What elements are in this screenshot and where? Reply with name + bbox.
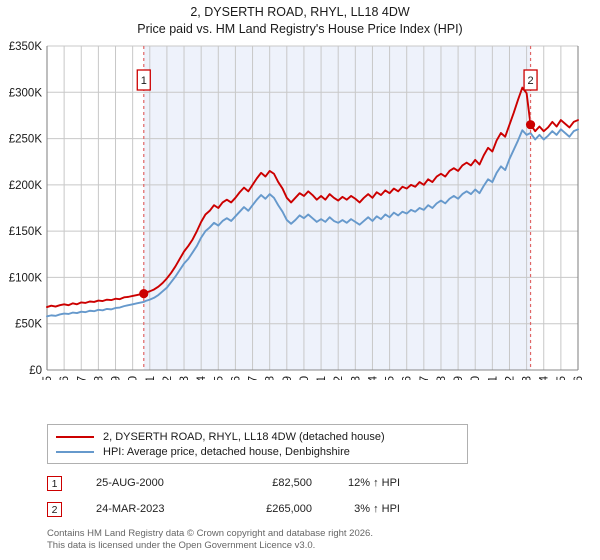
transaction-marker-2: 2 xyxy=(47,501,62,517)
y-axis-tick-label: £0 xyxy=(29,365,42,377)
x-axis-tick-label: 2009 xyxy=(282,376,294,380)
price-line-chart: £0 £50K £100K £150K £200K £250K £300K £350K 1995… xyxy=(9,41,585,380)
x-axis-tick-label: 1999 xyxy=(111,376,123,380)
x-axis-tick-label: 2016 xyxy=(402,376,414,380)
x-axis-tick-label: 2002 xyxy=(162,376,174,380)
transaction-hpi-delta: 3% ↑ HPI xyxy=(354,503,400,515)
table-row: 2 24-MAR-2023 £265,000 3% ↑ HPI xyxy=(47,496,467,522)
x-axis-tick-label: 1997 xyxy=(76,376,88,380)
sale-point-marker xyxy=(525,120,536,130)
marker-label-text: 1 xyxy=(141,75,147,87)
sale-point-marker xyxy=(139,289,149,299)
legend-swatch-hpi xyxy=(56,450,94,453)
x-axis-tick-label: 1996 xyxy=(59,376,71,380)
legend-label-price-paid: 2, DYSERTH ROAD, RHYL, LL18 4DW (detache… xyxy=(103,430,385,443)
marker-label-box xyxy=(136,69,151,91)
y-axis-tick-label: £200K xyxy=(9,180,43,192)
x-axis-tick-label: 2022 xyxy=(504,376,516,380)
transaction-hpi-delta: 12% ↑ HPI xyxy=(348,477,400,489)
table-row: 1 25-AUG-2000 £82,500 12% ↑ HPI xyxy=(47,470,467,496)
y-axis-tick-label: £150K xyxy=(9,226,43,238)
x-axis-tick-label: 2012 xyxy=(333,376,345,380)
x-axis-tick-label: 2010 xyxy=(299,376,311,380)
legend-item-price-paid: 2, DYSERTH ROAD, RHYL, LL18 4DW (detache… xyxy=(56,429,459,444)
x-axis-tick-label: 2025 xyxy=(556,376,568,380)
page-title: 2, DYSERTH ROAD, RHYL, LL18 4DW Price pa… xyxy=(0,0,600,38)
y-axis-tick-label: £300K xyxy=(9,87,43,99)
shaded-ownership-band xyxy=(143,46,531,370)
transaction-price: £265,000 xyxy=(266,503,312,515)
chart-area: £0 £50K £100K £150K £200K £250K £300K £350K 1995… xyxy=(0,40,600,380)
series-line xyxy=(46,128,579,318)
chart-legend: 2, DYSERTH ROAD, RHYL, LL18 4DW (detache… xyxy=(47,424,468,464)
marker-label-box xyxy=(523,69,538,91)
transaction-date: 24-MAR-2023 xyxy=(96,503,165,515)
transaction-list: 1 25-AUG-2000 £82,500 12% ↑ HPI 2 24-MAR… xyxy=(47,470,467,522)
x-axis-tick-label: 2020 xyxy=(470,376,482,380)
title-line-address: 2, DYSERTH ROAD, RHYL, LL18 4DW xyxy=(190,5,410,19)
y-axis-tick-label: £250K xyxy=(9,134,43,146)
x-axis-tick-label: 2006 xyxy=(230,376,242,380)
x-axis-tick-label: 2008 xyxy=(265,376,277,380)
x-axis-tick-label: 2023 xyxy=(522,376,534,380)
x-axis-tick-label: 2001 xyxy=(145,376,157,380)
x-axis-tick-label: 2013 xyxy=(350,376,362,380)
x-axis-tick-label: 2007 xyxy=(248,376,260,380)
footer-attribution: Contains HM Land Registry data © Crown c… xyxy=(47,528,587,551)
y-axis-tick-label: £50K xyxy=(15,319,42,331)
title-line-subtitle: Price paid vs. HM Land Registry's House … xyxy=(137,22,463,36)
footer-line-licence: This data is licensed under the Open Gov… xyxy=(47,539,316,551)
transaction-price: £82,500 xyxy=(272,477,312,489)
x-axis-tick-label: 2011 xyxy=(316,376,328,380)
legend-item-hpi: HPI: Average price, detached house, Denb… xyxy=(56,444,459,459)
marker-label-text: 2 xyxy=(527,75,533,87)
x-axis-tick-label: 2014 xyxy=(367,375,379,380)
x-axis-tick-label: 2015 xyxy=(385,376,397,380)
transaction-date: 25-AUG-2000 xyxy=(96,477,164,489)
transaction-marker-1: 1 xyxy=(47,475,62,491)
legend-label-hpi: HPI: Average price, detached house, Denb… xyxy=(103,445,350,458)
x-axis-tick-label: 2017 xyxy=(419,376,431,380)
x-axis-tick-label: 2003 xyxy=(179,376,191,380)
x-axis-tick-label: 2019 xyxy=(453,376,465,380)
series-line xyxy=(46,86,579,308)
x-axis-tick-label: 1998 xyxy=(93,376,105,380)
x-axis-tick-label: 2026 xyxy=(573,376,585,380)
y-axis-tick-label: £350K xyxy=(9,41,43,53)
x-axis-tick-label: 1995 xyxy=(42,376,54,380)
x-axis-tick-label: 2005 xyxy=(213,376,225,380)
x-axis-tick-label: 2021 xyxy=(487,376,499,380)
y-axis-tick-label: £100K xyxy=(9,272,43,284)
footer-line-copyright: Contains HM Land Registry data © Crown c… xyxy=(47,528,373,539)
legend-swatch-price-paid xyxy=(56,435,94,438)
x-axis-tick-label: 2018 xyxy=(436,376,448,380)
x-axis-tick-label: 2024 xyxy=(539,375,551,380)
x-axis-tick-label: 2004 xyxy=(196,375,208,380)
x-axis-tick-label: 2000 xyxy=(128,376,140,380)
